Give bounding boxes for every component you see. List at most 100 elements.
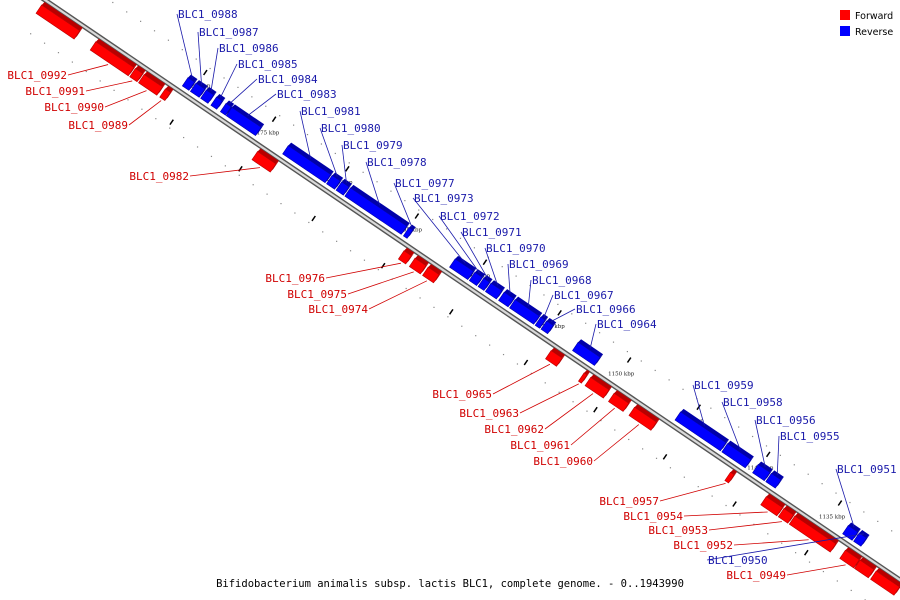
gene-label[interactable]: BLC1_0952	[673, 539, 733, 552]
gene-label[interactable]: BLC1_0991	[25, 85, 85, 98]
kbp-label: 1150 kbp	[608, 371, 635, 377]
gene-blc1_0951[interactable]	[842, 522, 861, 541]
gene-blc1_0959[interactable]	[674, 408, 729, 452]
gene-blc1_0972[interactable]	[468, 269, 486, 286]
minor-tick	[473, 247, 476, 249]
gene-label[interactable]: BLC1_0962	[484, 423, 544, 436]
minor-tick	[334, 152, 336, 155]
gene-blc1_0973[interactable]	[449, 255, 477, 280]
gene-label[interactable]: BLC1_0960	[533, 455, 593, 468]
gene-blc1_0956[interactable]	[752, 461, 773, 482]
gene-partial[interactable]	[854, 557, 877, 579]
gene-blc1_0980[interactable]	[326, 172, 344, 190]
gene-label[interactable]: BLC1_0975	[287, 288, 347, 301]
gene-label[interactable]: BLC1_0969	[509, 258, 569, 271]
gene-blc1_0958[interactable]	[721, 440, 754, 469]
gene-label[interactable]: BLC1_0974	[308, 303, 368, 316]
gene-blc1_0953[interactable]	[777, 505, 797, 524]
gene-blc1_0962[interactable]	[584, 374, 612, 399]
minor-tick	[558, 391, 560, 393]
gene-label[interactable]: BLC1_0973	[414, 192, 474, 205]
gene-label[interactable]: BLC1_0963	[459, 407, 519, 420]
gene-blc1_0952[interactable]	[788, 512, 839, 553]
gene-label[interactable]: BLC1_0959	[694, 379, 754, 392]
gene-blc1_0978[interactable]	[344, 184, 410, 235]
gene-blc1_0981[interactable]	[282, 142, 334, 184]
gene-label[interactable]: BLC1_0951	[837, 463, 897, 476]
gene-label[interactable]: BLC1_0971	[462, 226, 522, 239]
gene-blc1_0983[interactable]	[225, 104, 265, 136]
gene-blc1_0957[interactable]	[724, 469, 738, 484]
gene-blc1_0968[interactable]	[509, 296, 543, 325]
gene-label[interactable]: BLC1_0989	[68, 119, 128, 132]
gene-label[interactable]: BLC1_0955	[780, 430, 840, 443]
gene-blc1_0960[interactable]	[628, 404, 660, 431]
gene-blc1_0949[interactable]	[839, 547, 863, 569]
gene-label[interactable]: BLC1_0978	[367, 156, 427, 169]
gene-blc1_0950[interactable]	[853, 529, 870, 547]
gene-label[interactable]: BLC1_0964	[597, 318, 657, 331]
gene-blc1_0986[interactable]	[200, 87, 217, 104]
gene-label[interactable]: BLC1_0980	[321, 122, 381, 135]
gene-label[interactable]: BLC1_0956	[756, 414, 816, 427]
gene-blc1_0975[interactable]	[408, 255, 429, 275]
gene-label[interactable]: BLC1_0957	[599, 495, 659, 508]
minor-tick	[739, 514, 741, 516]
gene-label[interactable]: BLC1_0970	[486, 242, 546, 255]
gene-blc1_0987[interactable]	[189, 80, 208, 98]
gene-blc1_0982[interactable]	[251, 148, 279, 173]
gene-label[interactable]: BLC1_0966	[576, 303, 636, 316]
gene-label[interactable]: BLC1_0979	[343, 139, 403, 152]
gene-label[interactable]: BLC1_0983	[277, 88, 337, 101]
gene-label-leader	[247, 93, 277, 117]
gene-label-leader	[593, 424, 640, 462]
gene-label[interactable]: BLC1_0954	[623, 510, 683, 523]
gene-label[interactable]: BLC1_0987	[199, 26, 259, 39]
gene-label[interactable]: BLC1_0961	[510, 439, 570, 452]
gene-blc1_0979[interactable]	[335, 178, 352, 196]
gene-blc1_0964[interactable]	[572, 339, 604, 366]
gene-blc1_0965[interactable]	[545, 347, 566, 367]
gene-label[interactable]: BLC1_0981	[301, 105, 361, 118]
gene-blc1_0989[interactable]	[159, 85, 174, 102]
gene-blc1_0990[interactable]	[138, 71, 166, 96]
gene-label[interactable]: BLC1_0968	[532, 274, 592, 287]
gene-label[interactable]: BLC1_0972	[440, 210, 500, 223]
gene-label[interactable]: BLC1_0992	[7, 69, 67, 82]
gene-label[interactable]: BLC1_0949	[726, 569, 786, 582]
gene-blc1_0984[interactable]	[219, 100, 235, 116]
gene-blc1_0969[interactable]	[498, 289, 517, 308]
gene-label[interactable]: BLC1_0976	[265, 272, 325, 285]
gene-label[interactable]: BLC1_0986	[219, 42, 279, 55]
gene-label[interactable]: BLC1_0977	[395, 177, 455, 190]
minor-tick	[266, 193, 268, 195]
gene-blc1_0955[interactable]	[765, 470, 784, 489]
gene-blc1_0992[interactable]	[89, 38, 137, 77]
gene-label[interactable]: BLC1_0988	[178, 8, 238, 21]
gene-partial[interactable]	[35, 1, 83, 40]
gene-label[interactable]: BLC1_0967	[554, 289, 614, 302]
gene-blc1_0967[interactable]	[534, 313, 549, 329]
gene-blc1_0963[interactable]	[578, 369, 590, 384]
gene-label[interactable]: BLC1_0982	[129, 170, 189, 183]
gene-blc1_0977[interactable]	[402, 224, 416, 239]
gene-blc1_0961[interactable]	[608, 390, 632, 412]
gene-label[interactable]: BLC1_0958	[723, 396, 783, 409]
gene-blc1_0988[interactable]	[181, 74, 198, 91]
gene-label[interactable]: BLC1_0950	[708, 554, 768, 567]
gene-blc1_0954[interactable]	[760, 493, 786, 517]
gene-partial[interactable]	[870, 568, 900, 596]
gene-blc1_0985[interactable]	[210, 93, 226, 110]
gene-label[interactable]: BLC1_0985	[238, 58, 298, 71]
gene-label[interactable]: BLC1_0984	[258, 73, 318, 86]
gene-blc1_0991[interactable]	[129, 65, 146, 83]
gene-blc1_0974[interactable]	[422, 264, 443, 284]
major-tick	[593, 406, 598, 413]
gene-label[interactable]: BLC1_0990	[44, 101, 104, 114]
gene-label[interactable]: BLC1_0953	[648, 524, 708, 537]
gene-blc1_0971[interactable]	[477, 275, 493, 291]
gene-blc1_0970[interactable]	[484, 280, 505, 300]
gene-label[interactable]: BLC1_0965	[432, 388, 492, 401]
gene-blc1_0976[interactable]	[397, 247, 415, 265]
